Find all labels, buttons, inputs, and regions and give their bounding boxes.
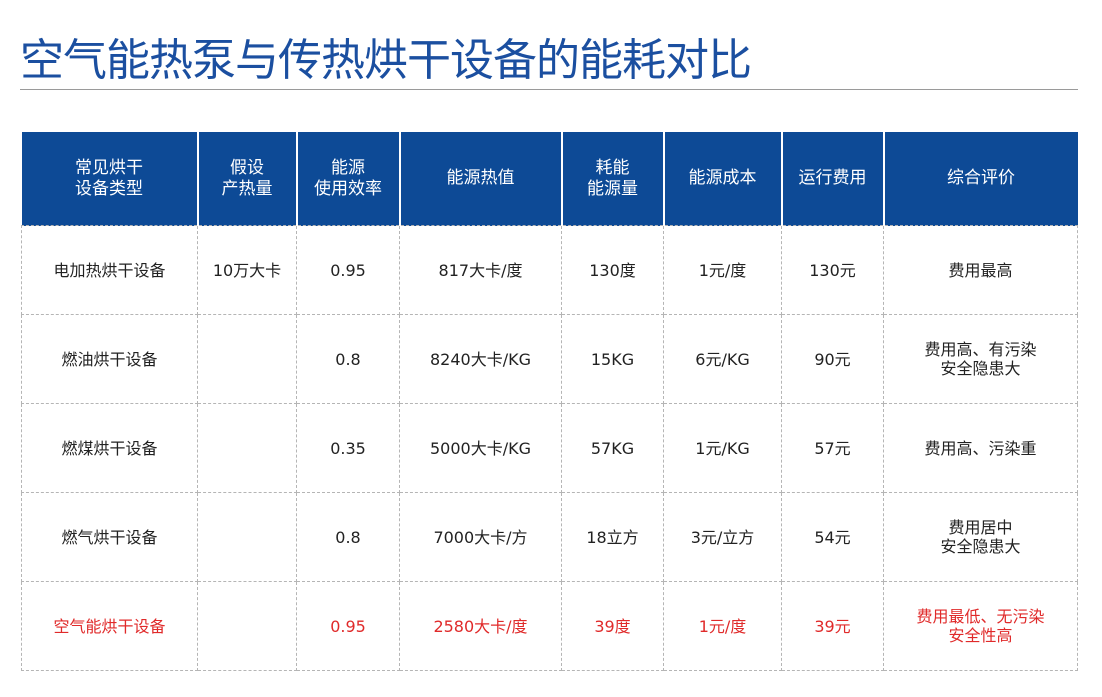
cell-running-cost: 130元 [781, 225, 884, 315]
evaluation-line: 费用最高 [948, 260, 1013, 280]
header-energy-cost: 能源成本 [662, 132, 783, 226]
cell-energy-amount: 130度 [561, 225, 664, 315]
cell-equipment-type: 燃气烘干设备 [21, 492, 198, 582]
cell-assumed-heat [197, 314, 297, 404]
energy-comparison-table: 常见烘干 设备类型 假设 产热量 能源 使用效率 能源热值 耗能 能源量 能源成本 运行费用 综合评价… [21, 132, 1078, 671]
cell-heat-value: 5000大卡/KG [399, 403, 562, 493]
cell-heat-value: 817大卡/度 [399, 225, 562, 315]
cell-assumed-heat: 10万大卡 [197, 225, 297, 315]
header-line: 耗能 [595, 157, 630, 178]
header-evaluation: 综合评价 [882, 132, 1078, 226]
header-assumed-heat: 假设 产热量 [196, 132, 298, 226]
header-heat-value: 能源热值 [398, 132, 563, 226]
cell-energy-amount: 57KG [561, 403, 664, 493]
cell-energy-amount: 39度 [561, 581, 664, 671]
evaluation-line: 安全隐患大 [940, 359, 1021, 378]
header-running-cost: 运行费用 [780, 132, 885, 226]
cell-evaluation: 费用最高 [883, 225, 1078, 315]
header-line: 能源热值 [446, 168, 515, 188]
header-line: 常见烘干 [75, 157, 143, 178]
table-header-row: 常见烘干 设备类型 假设 产热量 能源 使用效率 能源热值 耗能 能源量 能源成本 运行费用 综合评价 [21, 132, 1078, 226]
table-row: 燃煤烘干设备 0.35 5000大卡/KG 57KG 1元/KG 57元 费用高、污染重 [21, 403, 1078, 493]
cell-assumed-heat [197, 492, 297, 582]
cell-evaluation: 费用高、有污染 安全隐患大 [883, 314, 1078, 404]
cell-energy-cost: 1元/度 [663, 581, 782, 671]
header-energy-amount: 耗能 能源量 [560, 132, 665, 226]
evaluation-line: 安全隐患大 [940, 537, 1021, 556]
header-line: 运行费用 [798, 168, 867, 188]
header-line: 能源 [331, 157, 365, 178]
header-equipment-type: 常见烘干 设备类型 [21, 132, 199, 226]
cell-equipment-type: 空气能烘干设备 [21, 581, 198, 671]
cell-running-cost: 90元 [781, 314, 884, 404]
evaluation-line: 费用高、污染重 [924, 438, 1037, 458]
evaluation-line: 费用最低、无污染 [916, 607, 1045, 626]
cell-energy-amount: 18立方 [561, 492, 664, 582]
cell-energy-cost: 3元/立方 [663, 492, 782, 582]
cell-efficiency: 0.35 [296, 403, 400, 493]
cell-efficiency: 0.95 [296, 225, 400, 315]
title-divider [20, 89, 1078, 90]
cell-assumed-heat [197, 581, 297, 671]
cell-energy-cost: 6元/KG [663, 314, 782, 404]
table-row: 燃气烘干设备 0.8 7000大卡/方 18立方 3元/立方 54元 费用居中 安全隐患大 [21, 492, 1078, 582]
cell-evaluation: 费用居中 安全隐患大 [883, 492, 1078, 582]
cell-efficiency: 0.8 [296, 492, 400, 582]
cell-efficiency: 0.8 [296, 314, 400, 404]
header-line: 综合评价 [947, 168, 1015, 188]
cell-heat-value: 7000大卡/方 [399, 492, 562, 582]
cell-equipment-type: 电加热烘干设备 [21, 225, 198, 315]
evaluation-line: 费用居中 [948, 518, 1013, 537]
cell-energy-cost: 1元/度 [663, 225, 782, 315]
cell-assumed-heat [197, 403, 297, 493]
cell-evaluation: 费用最低、无污染 安全性高 [883, 581, 1078, 671]
cell-equipment-type: 燃煤烘干设备 [21, 403, 198, 493]
evaluation-line: 安全性高 [948, 626, 1013, 645]
header-line: 设备类型 [75, 178, 143, 199]
cell-running-cost: 57元 [781, 403, 884, 493]
table-row: 燃油烘干设备 0.8 8240大卡/KG 15KG 6元/KG 90元 费用高、有污染 安全隐… [21, 314, 1078, 404]
cell-energy-amount: 15KG [561, 314, 664, 404]
cell-running-cost: 39元 [781, 581, 884, 671]
evaluation-line: 费用高、有污染 [924, 340, 1037, 359]
table-row: 空气能烘干设备 0.95 2580大卡/度 39度 1元/度 39元 费用最低、无污染 安全性… [21, 581, 1078, 671]
cell-heat-value: 2580大卡/度 [399, 581, 562, 671]
table-row: 电加热烘干设备 10万大卡 0.95 817大卡/度 130度 1元/度 130元 费用最高 [21, 225, 1078, 315]
cell-equipment-type: 燃油烘干设备 [21, 314, 198, 404]
header-line: 使用效率 [314, 178, 382, 199]
cell-evaluation: 费用高、污染重 [883, 403, 1078, 493]
header-line: 假设 [230, 157, 264, 178]
header-line: 能源成本 [688, 168, 757, 188]
header-line: 能源量 [587, 178, 638, 199]
page-title: 空气能热泵与传热烘干设备的能耗对比 [20, 35, 752, 86]
header-efficiency: 能源 使用效率 [295, 132, 401, 226]
cell-heat-value: 8240大卡/KG [399, 314, 562, 404]
header-line: 产热量 [221, 178, 273, 199]
cell-efficiency: 0.95 [296, 581, 400, 671]
cell-energy-cost: 1元/KG [663, 403, 782, 493]
cell-running-cost: 54元 [781, 492, 884, 582]
